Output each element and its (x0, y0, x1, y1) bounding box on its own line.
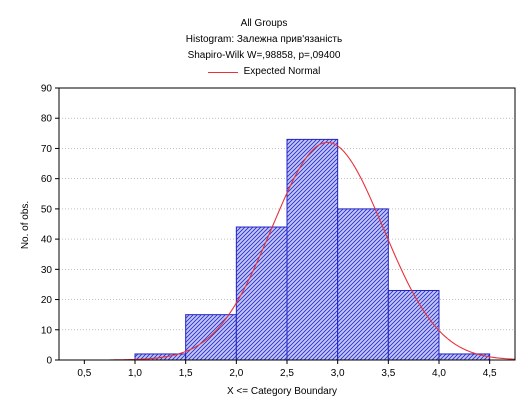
chart-header: All Groups Histogram: Залежна прив'язані… (40, 16, 488, 80)
x-tick-label-7: 4,0 (432, 368, 446, 379)
x-tick-label-5: 3,0 (331, 368, 345, 379)
histogram-bar-6 (387, 289, 440, 361)
y-tick-label-3: 30 (41, 265, 53, 276)
x-tick-label-2: 1,5 (179, 368, 193, 379)
chart-subtitle: Histogram: Залежна прив'язаність (185, 34, 343, 45)
legend: Expected Normal (40, 64, 488, 80)
x-tick-label-6: 3,5 (381, 368, 395, 379)
histogram-bar-4 (286, 138, 339, 361)
histogram-bar-5 (337, 208, 389, 361)
expected-normal-curve (109, 141, 516, 361)
x-tick-label-3: 2,0 (229, 368, 243, 379)
y-tick-label-2: 20 (41, 295, 53, 306)
y-tick-label-6: 60 (41, 174, 53, 185)
chart-title: All Groups (240, 18, 288, 29)
histogram-bar-2 (185, 314, 237, 361)
y-tick-label-8: 80 (41, 114, 53, 125)
y-tick-label-0: 0 (46, 356, 52, 367)
legend-label-expected-normal: Expected Normal (243, 66, 321, 77)
histogram-bar-3 (235, 226, 288, 361)
x-axis-title: X <= Category Boundary (227, 386, 337, 397)
x-tick-label-1: 1,0 (128, 368, 142, 379)
y-tick-label-9: 90 (41, 84, 53, 95)
y-tick-label-5: 50 (41, 204, 53, 215)
y-tick-label-7: 70 (41, 144, 53, 155)
legend-swatch-expected-normal (207, 71, 238, 73)
x-tick-label-0: 0,5 (77, 368, 91, 379)
x-tick-label-8: 4,5 (483, 368, 497, 379)
chart-stats-line: Shapiro-Wilk W=,98858, p=,09400 (187, 50, 341, 61)
y-tick-label-4: 40 (41, 235, 53, 246)
y-tick-label-1: 10 (41, 325, 53, 336)
x-tick-label-4: 2,5 (280, 368, 294, 379)
y-axis-title: No. of obs. (20, 201, 31, 249)
